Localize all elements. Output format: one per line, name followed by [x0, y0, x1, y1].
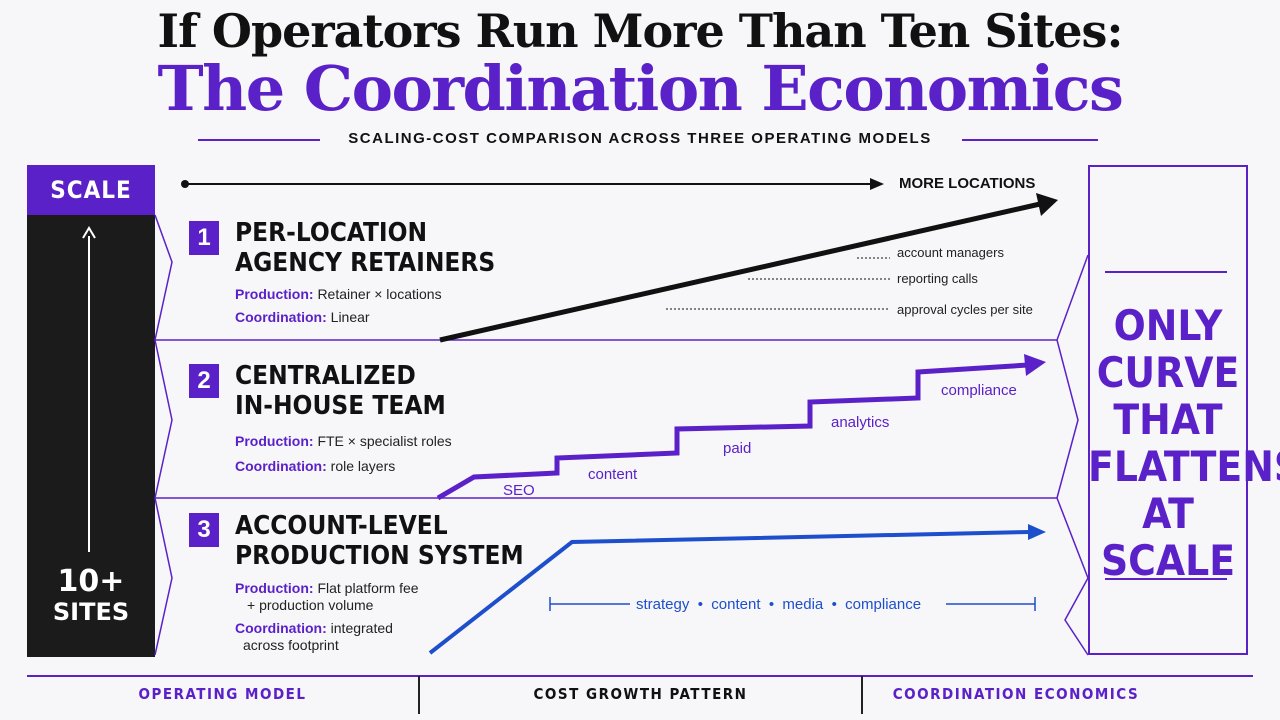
model-1-coordination-value: Linear: [330, 309, 370, 325]
curve-flat: [428, 530, 1031, 655]
locations-axis-label: MORE LOCATIONS: [899, 175, 1036, 192]
model-3-coordination-value: integrated: [330, 620, 393, 636]
model-3-coordination-value-2: across footprint: [243, 637, 339, 653]
label-analytics: analytics: [831, 414, 890, 431]
callout-box: [1088, 165, 1248, 655]
model-2-coordination-key: Coordination:: [235, 458, 327, 474]
model-1-number: 1: [189, 221, 219, 255]
footer-coordination-economics: COORDINATION ECONOMICS: [892, 685, 1140, 703]
model-3-name-line-2: PRODUCTION SYSTEM: [235, 541, 524, 571]
model-2-number: 2: [189, 364, 219, 398]
scale-bar: [27, 165, 155, 657]
callout-line-1: ONLY: [1113, 301, 1223, 350]
model-3-number: 3: [189, 513, 219, 547]
scale-arrow-head: [82, 226, 96, 239]
model-2-production: Production: FTE × specialist roles: [235, 433, 452, 449]
callout-rule-bottom: [1105, 578, 1227, 580]
chevron-right-1: [1056, 254, 1089, 579]
callout-line-5: AT SCALE: [1100, 489, 1236, 585]
scale-sites: 10+ SITES: [27, 564, 155, 627]
model-3-production: Production: Flat platform fee: [235, 580, 419, 596]
title-line-1: If Operators Run More Than Ten Sites:: [157, 4, 1124, 58]
model-1-coordination: Coordination: Linear: [235, 309, 370, 325]
chevron-right-2: [1064, 577, 1089, 656]
model-3-production-value: Flat platform fee: [317, 580, 419, 596]
model-1-coordination-key: Coordination:: [235, 309, 327, 325]
model-1-name-line-1: PER-LOCATION: [235, 218, 428, 248]
label-integrated-functions: strategy • content • media • compliance: [636, 596, 922, 613]
label-reporting-calls: reporting calls: [897, 271, 978, 286]
label-seo: SEO: [503, 482, 535, 499]
model-2-production-value: FTE × specialist roles: [317, 433, 452, 449]
locations-arrow-head: [870, 178, 884, 190]
callout-line-2: CURVE: [1096, 348, 1240, 397]
label-approval-cycles: approval cycles per site: [897, 302, 1033, 317]
footer-divider-1: [418, 676, 420, 714]
label-paid: paid: [723, 440, 752, 457]
title-line-2: The Coordination Economics: [157, 52, 1124, 125]
model-2-name-line-2: IN-HOUSE TEAM: [235, 391, 446, 421]
model-1-production-value: Retainer × locations: [317, 286, 442, 302]
model-1-name-line-2: AGENCY RETAINERS: [235, 248, 496, 278]
label-compliance: compliance: [941, 382, 1017, 399]
model-3-coordination: Coordination: integrated: [235, 620, 393, 636]
curve-step-head: [1024, 354, 1046, 376]
footer-divider-2: [861, 676, 863, 714]
callout-line-3: THAT: [1113, 395, 1223, 444]
curve-step: [436, 362, 1029, 501]
model-2-coordination-value: role layers: [330, 458, 396, 474]
subtitle: SCALING-COST COMPARISON ACROSS THREE OPE…: [348, 130, 932, 147]
subtitle-rule-right: [962, 139, 1098, 141]
model-3-production-key: Production:: [235, 580, 314, 596]
callout-text: ONLY CURVE THAT FLATTENS AT SCALE: [1088, 301, 1280, 585]
model-2-production-key: Production:: [235, 433, 314, 449]
footer-cost-growth: COST GROWTH PATTERN: [533, 685, 748, 703]
label-account-managers: account managers: [897, 245, 1004, 260]
model-3-name-line-1: ACCOUNT-LEVEL: [235, 511, 448, 541]
chevron-left-3: [154, 497, 173, 656]
model-2-coordination: Coordination: role layers: [235, 458, 395, 474]
scale-sites-unit: SITES: [52, 598, 130, 626]
curve-linear-head: [1036, 193, 1058, 216]
chevron-left-2: [154, 339, 173, 499]
callout-line-4: FLATTENS: [1088, 442, 1280, 491]
label-content: content: [588, 466, 638, 483]
scale-label: SCALE: [27, 165, 155, 215]
footer-rule: [27, 675, 1253, 677]
footer-operating-model: OPERATING MODEL: [138, 685, 307, 703]
scale-sites-count: 10+: [57, 564, 125, 599]
model-1-production: Production: Retainer × locations: [235, 286, 442, 302]
subtitle-rule-left: [198, 139, 320, 141]
model-3-coordination-key: Coordination:: [235, 620, 327, 636]
chevron-left-1: [154, 214, 173, 341]
model-3-production-value-2: + production volume: [247, 597, 374, 613]
curve-flat-head: [1028, 524, 1046, 540]
curve-linear: [439, 201, 1041, 343]
model-1-production-key: Production:: [235, 286, 314, 302]
model-2-name-line-1: CENTRALIZED: [235, 361, 416, 391]
callout-rule-top: [1105, 271, 1227, 273]
